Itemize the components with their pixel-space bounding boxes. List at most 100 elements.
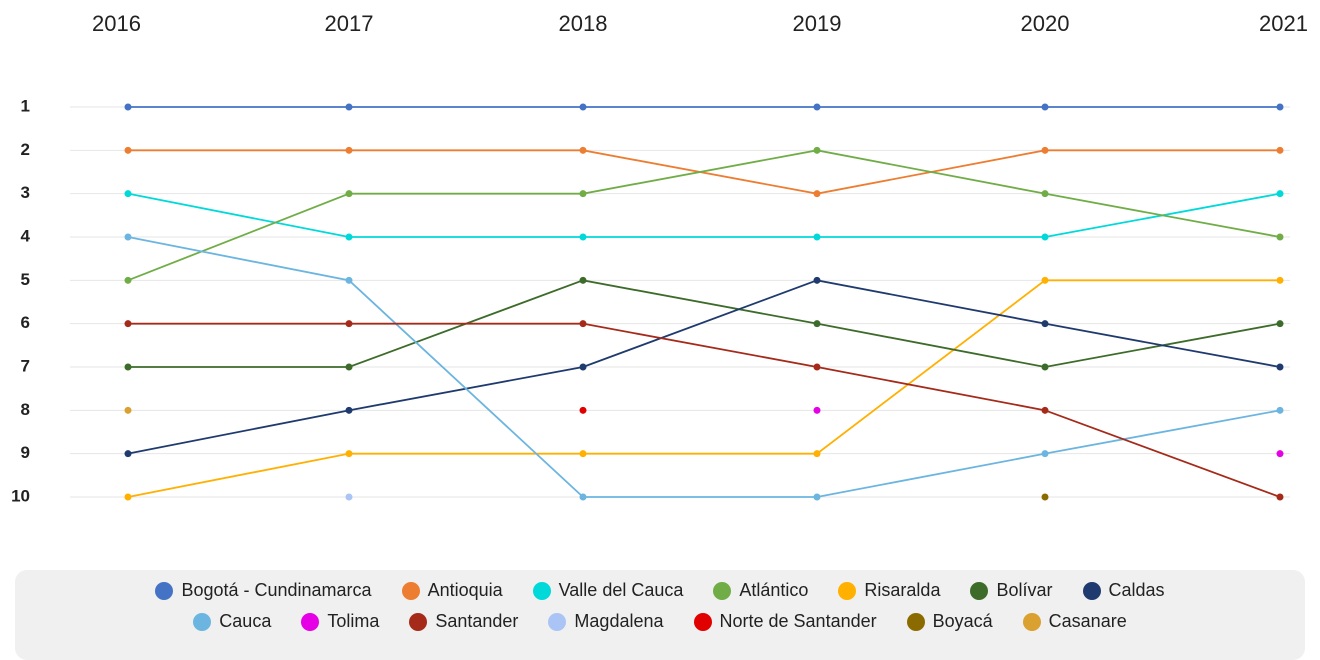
point	[579, 363, 587, 371]
legend-row: Bogotá - Cundinamarca Antioquia Valle del …	[15, 580, 1305, 601]
point	[345, 320, 353, 328]
legend-label: Bolívar	[996, 580, 1053, 600]
legend-label: Cauca	[219, 611, 272, 631]
legend-item[interactable]: Bolívar	[970, 580, 1053, 601]
legend-item[interactable]: Santander	[409, 611, 518, 632]
series-line	[127, 279, 1281, 455]
legend-label: Antioquia	[427, 580, 503, 600]
point	[813, 190, 821, 198]
point	[1041, 320, 1049, 328]
point	[1041, 493, 1049, 501]
point	[1041, 363, 1049, 371]
point	[1276, 276, 1284, 284]
legend-label: Risaralda	[864, 580, 941, 600]
y-tick-label: 2	[21, 140, 30, 159]
legend-swatch	[532, 581, 551, 600]
y-tick-label: 3	[21, 183, 30, 202]
legend-item[interactable]: Tolima	[301, 611, 379, 632]
legend-row: Cauca Tolima Santander Magdalena Norte de Sa…	[15, 611, 1305, 632]
point	[1041, 103, 1049, 111]
legend-swatch	[193, 612, 212, 631]
legend-item[interactable]: Atlántico	[713, 580, 808, 601]
point	[579, 450, 587, 458]
point	[813, 450, 821, 458]
point	[579, 190, 587, 198]
point	[124, 320, 132, 328]
point	[579, 276, 587, 284]
point	[124, 406, 132, 414]
point	[813, 276, 821, 284]
point	[124, 190, 132, 198]
point	[579, 320, 587, 328]
point	[1276, 406, 1284, 414]
x-tick-label: 2020	[1021, 11, 1070, 36]
legend-item[interactable]: Valle del Cauca	[532, 580, 684, 601]
point	[124, 450, 132, 458]
point	[1276, 103, 1284, 111]
point	[579, 103, 587, 111]
point	[1276, 233, 1284, 241]
legend-label: Tolima	[327, 611, 380, 631]
x-tick-label: 2021	[1259, 11, 1308, 36]
point	[345, 146, 353, 154]
point	[345, 450, 353, 458]
legend-swatch	[155, 581, 174, 600]
point	[579, 406, 587, 414]
y-tick-label: 4	[21, 226, 31, 245]
legend-item[interactable]: Bogotá - Cundinamarca	[155, 580, 372, 601]
point	[813, 406, 821, 414]
legend-label: Atlántico	[739, 580, 809, 600]
point	[579, 233, 587, 241]
point	[1276, 450, 1284, 458]
point	[345, 103, 353, 111]
point	[345, 190, 353, 198]
legend-item[interactable]: Caldas	[1082, 580, 1165, 601]
y-tick-label: 9	[21, 443, 30, 462]
legend-swatch	[409, 612, 428, 631]
point	[345, 493, 353, 501]
y-tick-label: 6	[21, 313, 30, 332]
legend-swatch	[401, 581, 420, 600]
point	[813, 363, 821, 371]
point	[124, 493, 132, 501]
legend-item[interactable]: Risaralda	[838, 580, 940, 601]
y-tick-label: 10	[11, 486, 30, 505]
legend-label: Bogotá - Cundinamarca	[181, 580, 372, 600]
legend-label: Boyacá	[932, 611, 993, 631]
point	[579, 146, 587, 154]
legend-item[interactable]: Cauca	[193, 611, 271, 632]
y-tick-label: 7	[21, 356, 30, 375]
legend-swatch	[301, 612, 320, 631]
legend-item[interactable]: Antioquia	[401, 580, 503, 601]
legend-swatch	[838, 581, 857, 600]
x-tick-label: 2016	[92, 11, 141, 36]
legend-item[interactable]: Casanare	[1022, 611, 1127, 632]
series-line	[127, 236, 1281, 498]
point	[1041, 406, 1049, 414]
legend-label: Norte de Santander	[719, 611, 877, 631]
legend-item[interactable]: Norte de Santander	[693, 611, 877, 632]
point	[124, 276, 132, 284]
legend-swatch	[548, 612, 567, 631]
point	[813, 146, 821, 154]
series-line	[128, 322, 1281, 498]
point	[1276, 190, 1284, 198]
legend-item[interactable]: Magdalena	[548, 611, 664, 632]
chart: 1 2 3 4 5 6 7 8 9 10 2016 2017 2018 2019 2020 2021	[11, 11, 1308, 506]
legend-label: Magdalena	[574, 611, 664, 631]
x-tick-label: 2018	[559, 11, 608, 36]
point	[579, 493, 587, 501]
point	[1041, 450, 1049, 458]
point	[1041, 190, 1049, 198]
point	[124, 233, 132, 241]
legend-label: Valle del Cauca	[558, 580, 684, 600]
legend-swatch	[970, 581, 989, 600]
legend-label: Santander	[435, 611, 519, 631]
legend-swatch	[713, 581, 732, 600]
series-line	[127, 279, 1280, 498]
point	[1276, 146, 1284, 154]
legend-label: Caldas	[1108, 580, 1165, 600]
point	[1276, 320, 1284, 328]
legend-item[interactable]: Boyacá	[906, 611, 993, 632]
